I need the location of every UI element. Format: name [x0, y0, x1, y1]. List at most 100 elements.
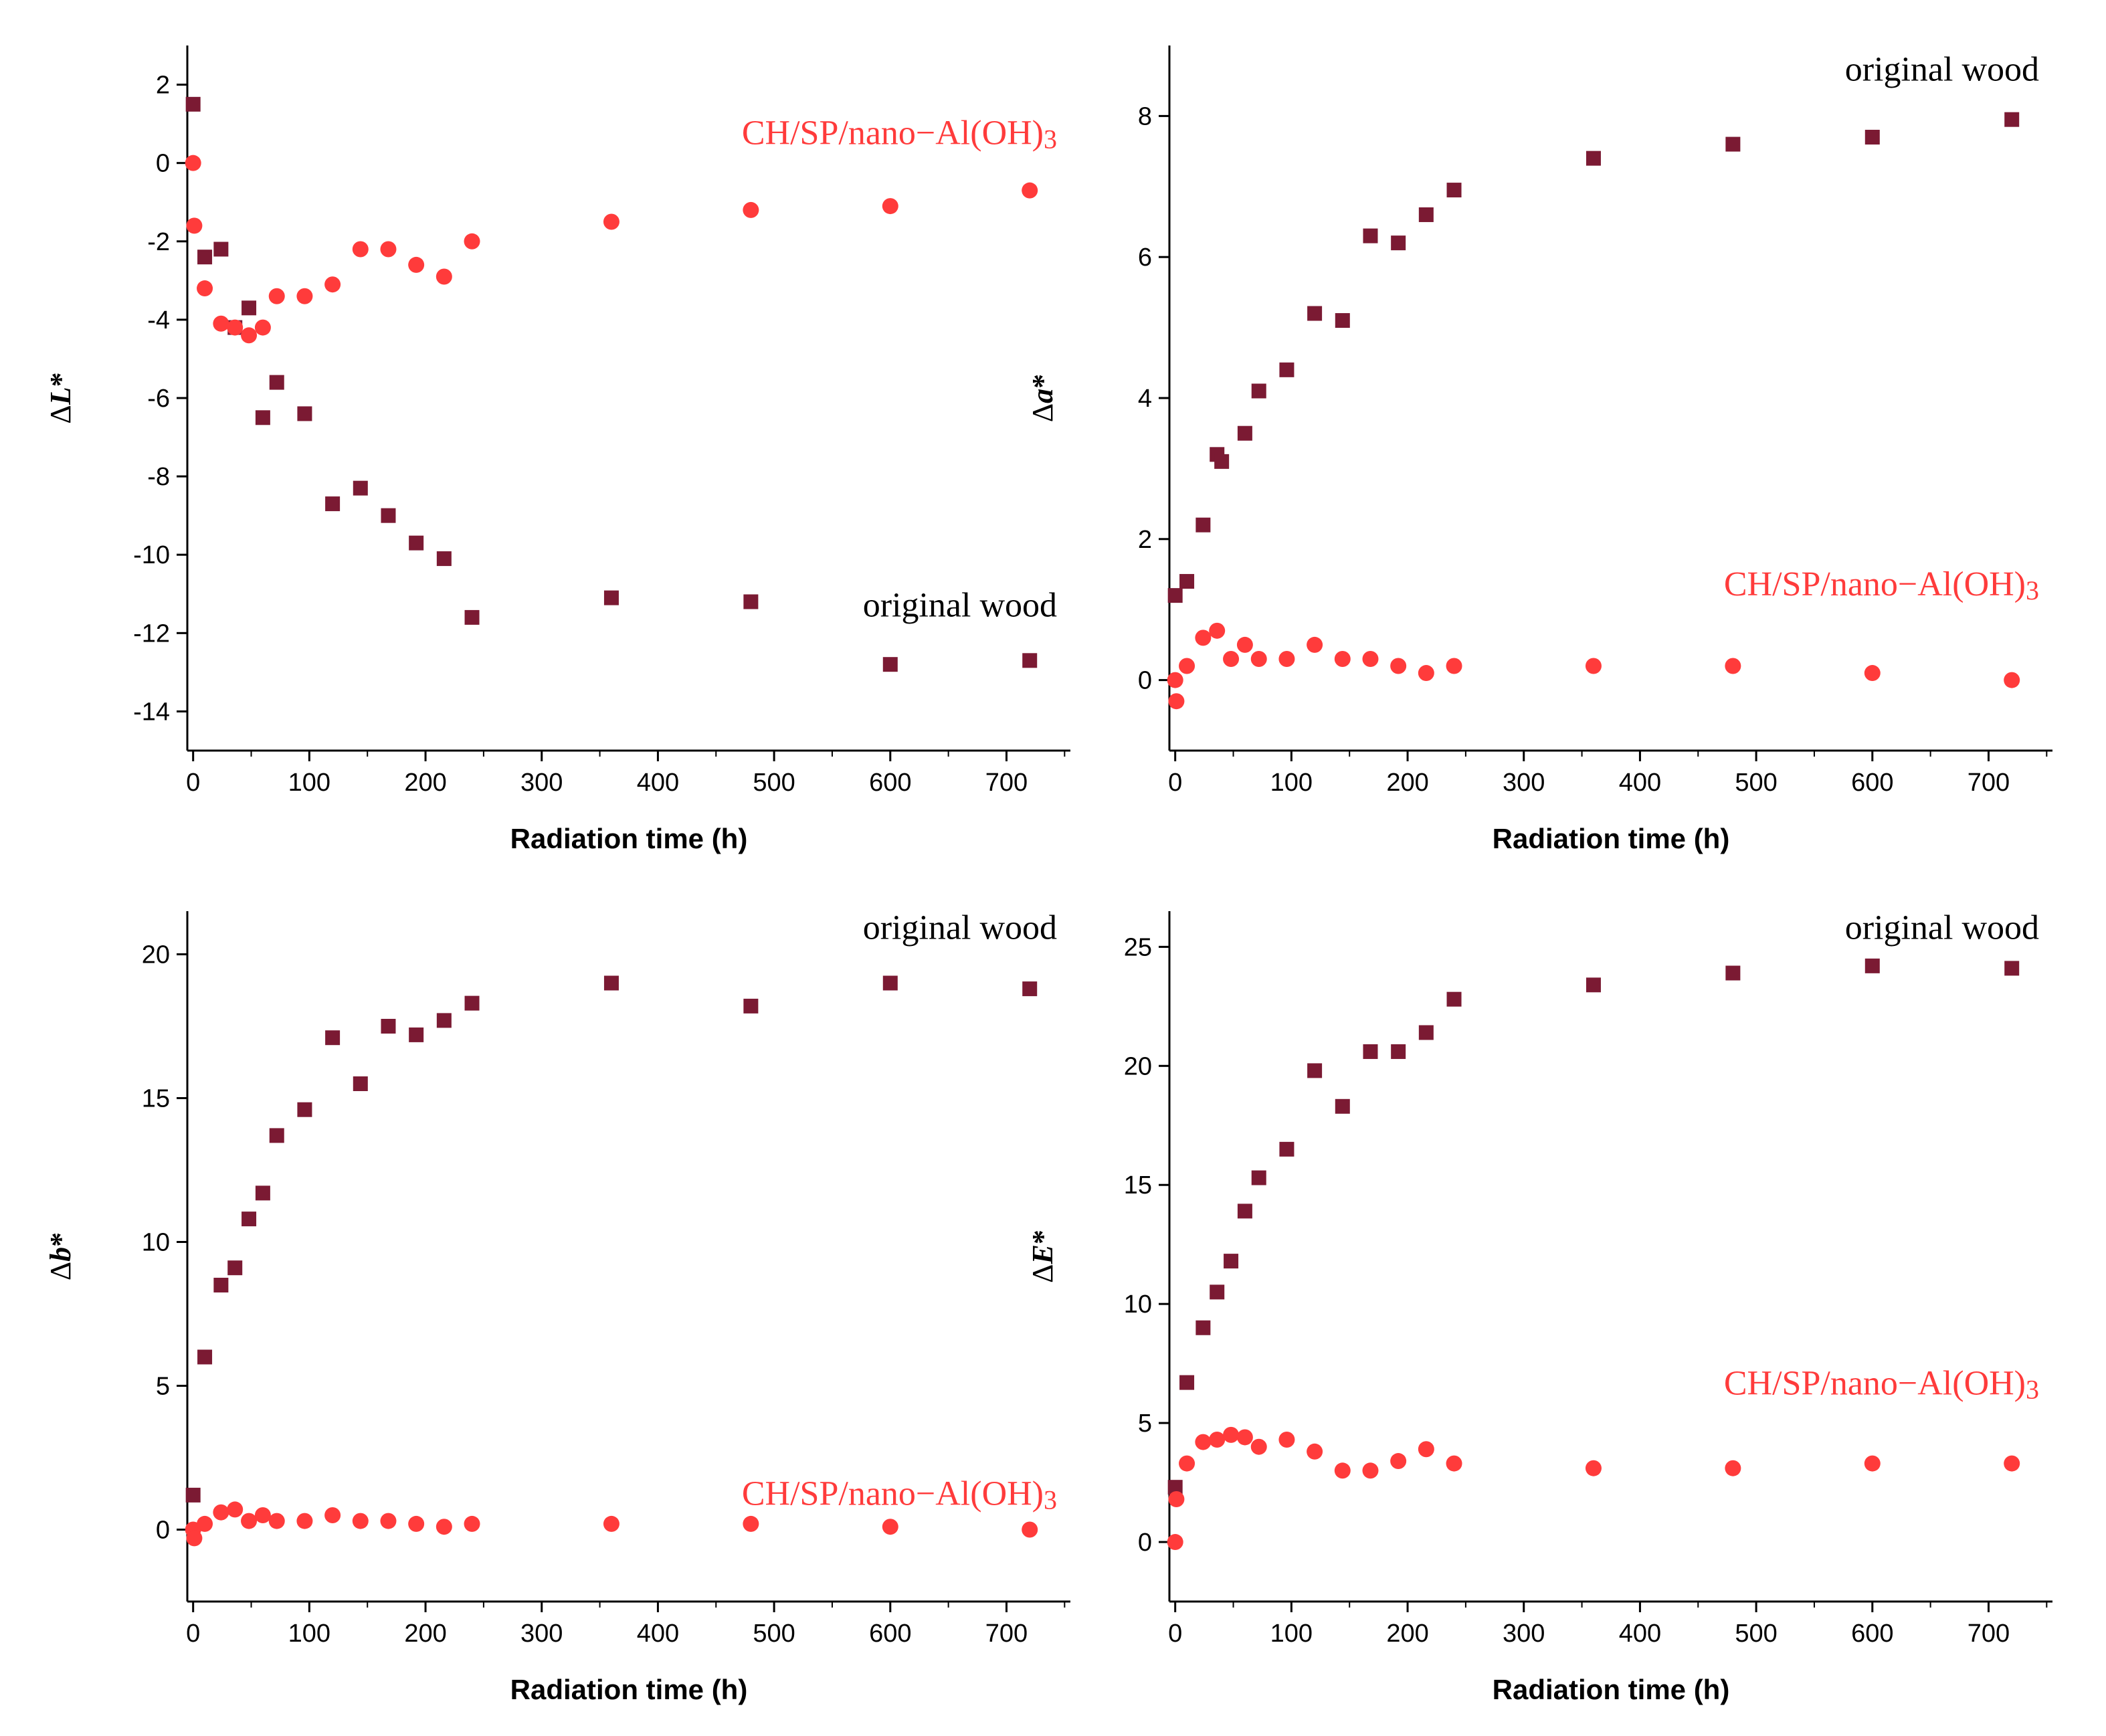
data-point-square	[1446, 183, 1462, 198]
x-tick-label: 600	[869, 1620, 911, 1648]
data-point-circle	[1236, 1429, 1253, 1446]
y-tick-label: 2	[156, 72, 170, 100]
series-treated-wood	[185, 1501, 1038, 1547]
data-point-square	[882, 657, 898, 672]
data-point-circle	[1022, 182, 1038, 199]
series-label-main: CH/SP/nano−Al(OH)	[742, 114, 1044, 153]
data-point-circle	[436, 268, 452, 285]
data-point-square	[1391, 1044, 1406, 1059]
data-point-circle	[227, 1501, 244, 1518]
data-point-circle	[1168, 1490, 1185, 1507]
data-point-square	[743, 594, 759, 609]
series-label: CH/SP/nano−Al(OH)3	[1724, 1364, 2039, 1404]
data-point-square	[1586, 151, 1601, 166]
series-label-main: CH/SP/nano−Al(OH)	[742, 1475, 1044, 1513]
data-point-square	[1864, 130, 1880, 145]
x-tick-label: 500	[1735, 1620, 1777, 1648]
data-point-circle	[1585, 1460, 1602, 1476]
y-tick-label: 0	[1138, 667, 1152, 695]
data-point-circle	[1278, 650, 1295, 667]
x-tick-label: 700	[985, 769, 1028, 797]
data-point-circle	[1167, 672, 1183, 688]
data-point-circle	[352, 1513, 369, 1529]
data-point-square	[1237, 1203, 1252, 1219]
x-tick-label: 700	[985, 1620, 1028, 1648]
y-axis-title-prefix: Δ	[1026, 1264, 1059, 1283]
panel-db: 0 100 200 300 400 500 600 700 0 5 10 15 20 Radiation …	[44, 908, 1070, 1705]
data-point-circle	[1179, 658, 1195, 674]
data-point-square	[2004, 961, 2020, 976]
y-tick-label: 4	[1138, 385, 1152, 413]
data-point-square	[1864, 958, 1880, 973]
y-axis-title-prefix: Δ	[44, 1262, 77, 1280]
x-tick-label: 0	[186, 1620, 200, 1648]
data-point-circle	[296, 1513, 313, 1529]
y-tick-label: 0	[156, 1517, 170, 1545]
series-label-main: CH/SP/nano−Al(OH)	[1724, 1364, 2026, 1402]
data-point-circle	[1307, 1443, 1323, 1460]
data-point-square	[213, 1278, 229, 1292]
series-treated-wood	[1167, 1426, 2020, 1551]
x-tick-label: 400	[1619, 769, 1661, 797]
data-point-square	[185, 96, 201, 112]
data-point-square	[436, 1013, 452, 1028]
x-tick-label: 0	[1168, 1620, 1182, 1648]
data-point-square	[409, 535, 424, 551]
y-axis-title-suffix: *	[44, 372, 77, 387]
y-axis-title-variable: b	[44, 1247, 77, 1262]
series-label-subscript: 3	[1044, 1485, 1057, 1515]
data-point-circle	[1390, 1453, 1407, 1470]
series-label-subscript: 3	[2026, 575, 2039, 605]
x-tick-label: 300	[1503, 769, 1545, 797]
data-point-square	[603, 975, 619, 991]
data-point-circle	[1209, 1432, 1226, 1448]
data-point-circle	[186, 217, 203, 234]
data-point-square	[1210, 1284, 1225, 1300]
data-point-circle	[1725, 1460, 1741, 1476]
y-tick-label: 15	[1124, 1171, 1152, 1199]
x-tick-label: 500	[753, 1620, 795, 1648]
data-point-square	[1335, 1098, 1350, 1114]
series-label-subscript: 3	[1044, 124, 1057, 155]
data-point-circle	[1864, 665, 1881, 682]
data-point-circle	[197, 280, 213, 297]
data-point-square	[353, 1076, 368, 1091]
y-axis-title-variable: L	[44, 387, 77, 405]
data-point-square	[464, 995, 480, 1011]
data-point-circle	[1418, 1441, 1434, 1458]
data-point-square	[1363, 228, 1378, 244]
x-tick-label: 100	[1270, 769, 1313, 797]
data-point-circle	[1446, 1455, 1462, 1472]
panel-dL: 0 100 200 300 400 500 600 700 2 0 -2 -4 -6 -8 -10 -12 -1…	[44, 45, 1070, 854]
series-label: original wood	[863, 908, 1057, 947]
data-point-square	[1307, 1063, 1323, 1078]
data-point-square	[1725, 136, 1741, 152]
x-axis-title: Radiation time (h)	[1493, 823, 1730, 854]
data-point-square	[1022, 653, 1038, 668]
series-label: CH/SP/nano−Al(OH)3	[742, 114, 1057, 155]
data-point-circle	[213, 1504, 229, 1521]
data-point-circle	[1022, 1521, 1038, 1538]
data-point-circle	[1278, 1432, 1295, 1448]
data-point-square	[1195, 517, 1211, 533]
x-tick-label: 600	[869, 769, 911, 797]
x-tick-label: 700	[1968, 769, 2010, 797]
y-axis-title-suffix: *	[1026, 1230, 1059, 1244]
y-tick-label: -4	[147, 306, 170, 334]
x-tick-label: 200	[404, 769, 446, 797]
data-point-square	[436, 551, 452, 567]
data-point-circle	[185, 155, 201, 171]
data-point-circle	[380, 241, 397, 258]
data-point-square	[185, 1487, 201, 1503]
data-point-square	[1363, 1044, 1378, 1059]
data-point-square	[1251, 383, 1266, 399]
data-point-square	[1307, 306, 1323, 321]
data-point-circle	[743, 201, 759, 218]
data-point-circle	[1179, 1455, 1195, 1472]
data-point-circle	[603, 1515, 619, 1532]
y-axis-title: ΔE*	[1026, 1230, 1059, 1283]
x-tick-label: 500	[1735, 769, 1777, 797]
y-tick-label: 6	[1138, 244, 1152, 272]
data-point-square	[1586, 977, 1601, 993]
data-point-square	[1279, 362, 1295, 377]
